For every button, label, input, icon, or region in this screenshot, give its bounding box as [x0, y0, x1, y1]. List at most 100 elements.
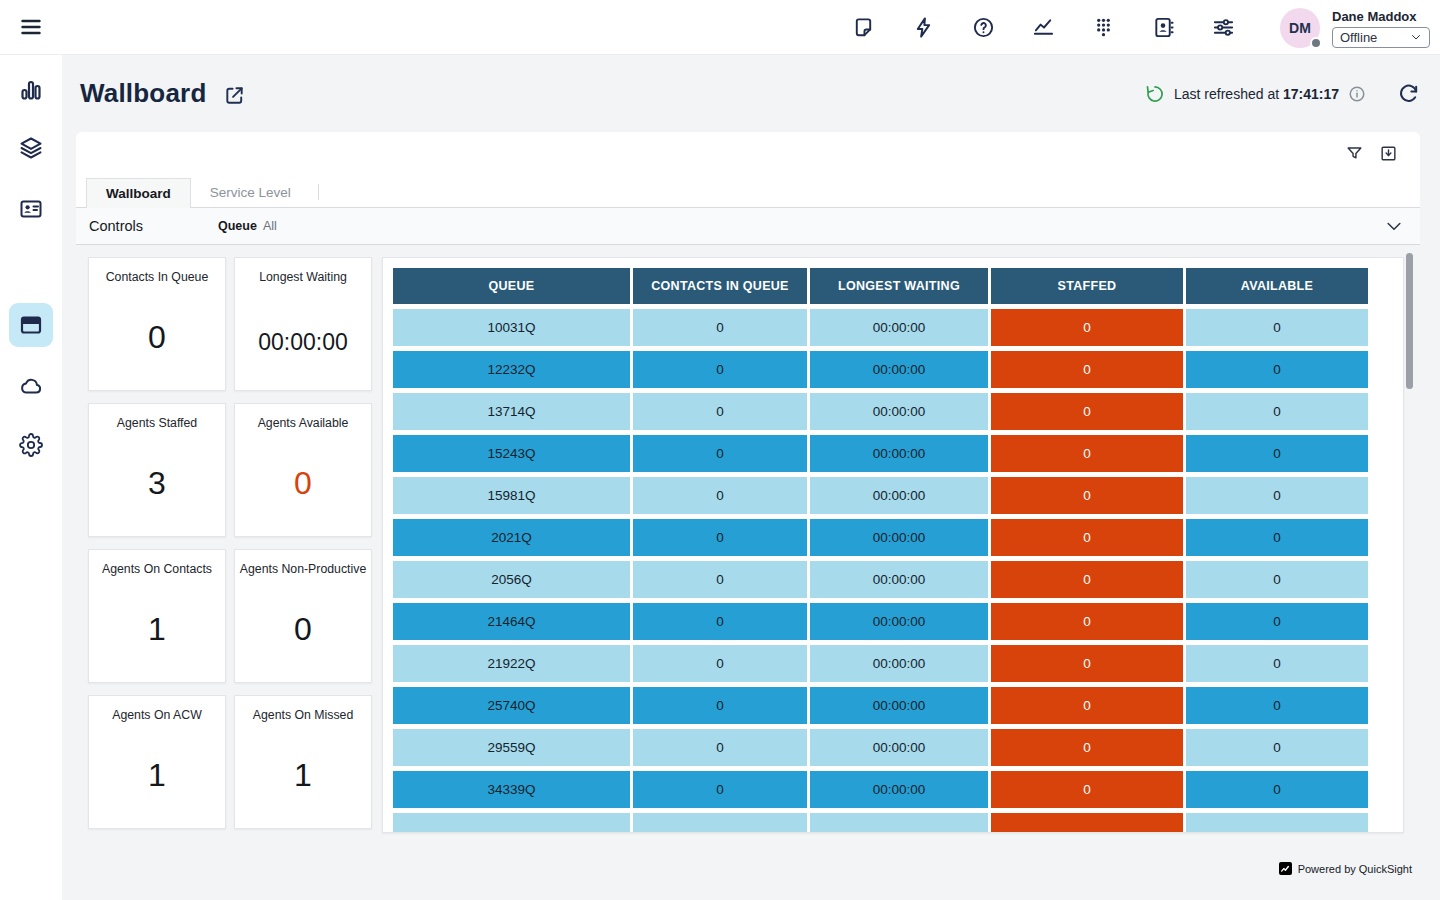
preferences-sliders-icon[interactable] [1212, 16, 1235, 39]
table-cell: 00:00:00 [810, 309, 988, 346]
table-cell: 0 [633, 561, 807, 598]
table-row: 25740Q000:00:0000 [393, 687, 1393, 724]
page-title: Wallboard [80, 78, 207, 109]
table-cell [393, 813, 630, 833]
table-cell: 0 [991, 519, 1183, 556]
table-cell: 0 [1186, 477, 1368, 514]
help-icon[interactable] [972, 16, 995, 39]
table-header-cell: LONGEST WAITING [810, 268, 988, 304]
last-refreshed-time: 17:41:17 [1283, 86, 1339, 102]
table-cell: 2056Q [393, 561, 630, 598]
powered-by-quicksight-link[interactable]: Powered by QuickSight [1279, 862, 1412, 875]
table-row: 21922Q000:00:0000 [393, 645, 1393, 682]
table-cell [991, 813, 1183, 833]
table-cell: 2021Q [393, 519, 630, 556]
table-cell: 00:00:00 [810, 477, 988, 514]
status-dot [1310, 37, 1322, 49]
sidebar-item-settings[interactable] [19, 433, 43, 457]
table-cell: 0 [633, 687, 807, 724]
table-cell: 0 [991, 393, 1183, 430]
tab-wallboard[interactable]: Wallboard [86, 178, 191, 208]
kpi-card: Agents On ACW1 [88, 695, 226, 829]
filter-icon[interactable] [1345, 144, 1364, 163]
table-row: 2021Q000:00:0000 [393, 519, 1393, 556]
queue-filter-control[interactable]: Queue All [218, 219, 277, 233]
quick-actions-icon[interactable] [912, 16, 935, 39]
queue-table: QUEUECONTACTS IN QUEUELONGEST WAITINGSTA… [393, 268, 1393, 833]
kpi-label: Agents Available [258, 416, 349, 431]
open-in-new-window-icon[interactable] [223, 84, 246, 107]
last-refreshed-text: Last refreshed at 17:41:17 [1174, 86, 1339, 102]
table-cell: 15981Q [393, 477, 630, 514]
status-select[interactable]: Offline [1332, 27, 1430, 48]
sidebar-item-flows[interactable] [19, 136, 43, 160]
table-cell: 0 [633, 351, 807, 388]
kpi-label: Contacts In Queue [106, 270, 209, 285]
table-cell: 0 [1186, 771, 1368, 808]
export-icon[interactable] [1379, 144, 1398, 163]
top-bar: DM Dane Maddox Offline [0, 0, 1440, 55]
kpi-card: Agents Non-Productive 0 [234, 549, 372, 683]
kpi-label: Agents Staffed [117, 416, 197, 431]
table-cell: 00:00:00 [810, 687, 988, 724]
table-cell: 0 [1186, 435, 1368, 472]
table-cell: 0 [1186, 603, 1368, 640]
controls-collapse-chevron-icon[interactable] [1384, 216, 1404, 236]
metrics-icon[interactable] [1032, 16, 1055, 39]
kpi-value: 0 [294, 465, 312, 502]
table-cell: 0 [1186, 561, 1368, 598]
kpi-value: 0 [148, 319, 166, 356]
tab-service-level[interactable]: Service Level [191, 177, 310, 207]
sidebar-item-metrics[interactable] [19, 78, 43, 102]
kpi-card: Longest Waiting00:00:00 [234, 257, 372, 391]
kpi-value: 1 [148, 757, 166, 794]
directory-icon[interactable] [1152, 16, 1175, 39]
table-cell: 0 [991, 645, 1183, 682]
sidebar-item-cloud[interactable] [19, 374, 43, 398]
sidebar-item-dashboards[interactable] [19, 313, 43, 337]
table-row: 2056Q000:00:0000 [393, 561, 1393, 598]
kpi-grid: Contacts In Queue 0 Longest Waiting00:00:0… [88, 257, 372, 829]
dialpad-icon[interactable] [1092, 16, 1115, 39]
table-row: 13714Q000:00:0000 [393, 393, 1393, 430]
controls-bar: Controls Queue All [76, 208, 1420, 245]
queue-table-card: QUEUECONTACTS IN QUEUELONGEST WAITINGSTA… [382, 257, 1404, 833]
avatar[interactable]: DM [1280, 8, 1320, 48]
table-cell: 0 [991, 351, 1183, 388]
table-cell: 0 [991, 603, 1183, 640]
chevron-down-icon [1410, 31, 1422, 43]
kpi-card: Agents On Missed1 [234, 695, 372, 829]
dashboard-canvas: Contacts In Queue 0 Longest Waiting00:00:0… [76, 245, 1420, 878]
table-header-cell: AVAILABLE [1186, 268, 1368, 304]
kpi-value: 0 [294, 611, 312, 648]
refresh-button[interactable] [1397, 82, 1420, 105]
table-scrollbar[interactable] [1406, 253, 1413, 389]
table-cell: 10031Q [393, 309, 630, 346]
user-cluster: DM Dane Maddox Offline [1280, 8, 1430, 48]
kpi-value: 1 [148, 611, 166, 648]
table-cell: 00:00:00 [810, 561, 988, 598]
table-cell: 00:00:00 [810, 729, 988, 766]
table-cell: 0 [991, 771, 1183, 808]
sheet-tabs: Wallboard Service Level [76, 177, 1420, 208]
kpi-label: Agents Non-Productive [240, 562, 366, 577]
kpi-value: 00:00:00 [258, 329, 348, 356]
hamburger-menu-icon[interactable] [0, 15, 62, 39]
table-cell: 12232Q [393, 351, 630, 388]
kpi-card: Agents Available 0 [234, 403, 372, 537]
table-cell [1186, 813, 1368, 833]
kpi-label: Agents On Contacts [102, 562, 212, 577]
main-content: Wallboard Last refreshed at 17:41:17 [62, 55, 1440, 900]
table-cell: 0 [633, 771, 807, 808]
notes-icon[interactable] [852, 16, 875, 39]
table-cell: 0 [1186, 687, 1368, 724]
table-cell: 0 [991, 477, 1183, 514]
auto-refresh-timer-icon [1145, 84, 1165, 104]
table-cell: 0 [1186, 309, 1368, 346]
powered-by-text: Powered by QuickSight [1298, 863, 1412, 875]
info-icon[interactable] [1348, 85, 1366, 103]
table-cell [633, 813, 807, 833]
sidebar-item-contacts[interactable] [19, 197, 43, 221]
table-row: 34339Q000:00:0000 [393, 771, 1393, 808]
table-cell: 0 [1186, 729, 1368, 766]
